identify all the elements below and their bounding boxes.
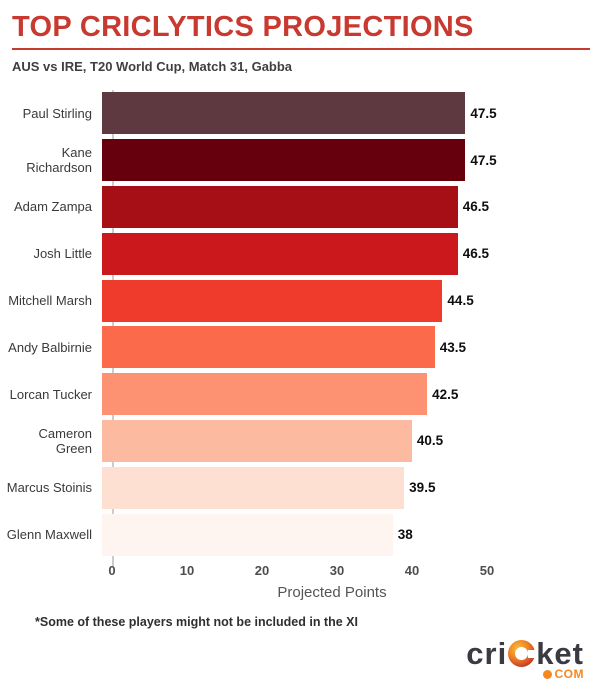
player-name: Paul Stirling — [22, 105, 92, 121]
bar-track: 39.5 — [102, 466, 600, 509]
bar-row: Kane Richardson 47.5 — [0, 137, 600, 184]
player-name: Kane Richardson — [26, 145, 92, 176]
bar-value-label: 38 — [397, 527, 413, 543]
logo-text-right: ket — [536, 636, 584, 671]
bar — [102, 373, 428, 416]
bar — [102, 232, 458, 275]
bar-row: Andy Balbirnie 43.5 — [0, 324, 600, 371]
logo-domain: COM — [466, 667, 584, 681]
logo-tld: COM — [554, 667, 584, 681]
bar — [102, 92, 466, 135]
bar-value-label: 43.5 — [439, 339, 467, 355]
bar-value-label: 46.5 — [462, 199, 489, 215]
bar-track: 47.5 — [102, 139, 600, 182]
dot-icon — [542, 669, 552, 679]
logo-text-left: cri — [466, 636, 508, 671]
cricket-ball-icon — [508, 640, 538, 667]
bar — [102, 513, 393, 556]
bar-value-label: 47.5 — [470, 152, 497, 168]
x-axis-label: Projected Points — [277, 583, 387, 601]
bar — [102, 419, 412, 462]
bar-track: 47.5 — [102, 92, 600, 135]
bar — [102, 326, 435, 369]
bar — [102, 139, 466, 182]
player-name: Mitchell Marsh — [8, 293, 92, 309]
bar-track: 44.5 — [102, 279, 600, 322]
x-tick-label: 0 — [108, 562, 116, 578]
bar-row: Mitchell Marsh 44.5 — [0, 277, 600, 324]
x-tick-label: 50 — [479, 562, 495, 578]
bar-value-label: 46.5 — [462, 246, 489, 262]
bar-track: 43.5 — [102, 326, 600, 369]
bar-row: Josh Little 46.5 — [0, 230, 600, 277]
bar-value-label: 42.5 — [432, 386, 459, 402]
bar-track: 46.5 — [102, 185, 600, 228]
bar — [102, 466, 405, 509]
x-axis-ticks: 0 10 20 30 40 50 — [0, 558, 600, 580]
bar-value-label: 44.5 — [447, 293, 474, 309]
bar — [102, 185, 458, 228]
footnote: *Some of these players might not be incl… — [35, 615, 358, 629]
player-name: Andy Balbirnie — [8, 339, 92, 355]
x-tick-label: 20 — [254, 562, 270, 578]
player-name: Marcus Stoinis — [6, 480, 92, 496]
logo-wordmark: cri ket — [466, 638, 584, 669]
bar-row: Glenn Maxwell 38 — [0, 511, 600, 558]
bar-row: Paul Stirling 47.5 — [0, 90, 600, 137]
bar-rows: Paul Stirling 47.5 Kane Richardson 47.5 Adam… — [0, 90, 600, 558]
title-underline — [12, 48, 590, 50]
bar-row: Adam Zampa 46.5 — [0, 184, 600, 231]
bar-row: Lorcan Tucker 42.5 — [0, 371, 600, 418]
bar-value-label: 47.5 — [470, 105, 497, 121]
cricket-logo: cri ket COM — [466, 638, 584, 681]
bar-track: 42.5 — [102, 373, 600, 416]
page-title: TOP CRICLYTICS PROJECTIONS — [12, 11, 474, 43]
bar-chart: Paul Stirling 47.5 Kane Richardson 47.5 Adam… — [0, 90, 600, 601]
bar-value-label: 39.5 — [409, 480, 436, 496]
match-subtitle: AUS vs IRE, T20 World Cup, Match 31, Gab… — [12, 59, 293, 74]
bar-value-label: 40.5 — [416, 433, 444, 449]
x-tick-label: 40 — [404, 562, 420, 578]
player-name: Cameron Green — [38, 425, 92, 456]
player-name: Adam Zampa — [13, 199, 92, 215]
player-name: Glenn Maxwell — [6, 527, 92, 543]
x-tick-label: 10 — [179, 562, 195, 578]
bar-track: 46.5 — [102, 232, 600, 275]
bar-row: Cameron Green 40.5 — [0, 418, 600, 465]
player-name: Josh Little — [33, 246, 92, 262]
player-name: Lorcan Tucker — [9, 386, 92, 402]
bar-row: Marcus Stoinis 39.5 — [0, 464, 600, 511]
bar-track: 38 — [102, 513, 600, 556]
bar — [102, 279, 443, 322]
bar-track: 40.5 — [102, 419, 600, 462]
x-tick-label: 30 — [329, 562, 345, 578]
header: TOP CRICLYTICS PROJECTIONS AUS vs IRE, T… — [0, 0, 600, 74]
